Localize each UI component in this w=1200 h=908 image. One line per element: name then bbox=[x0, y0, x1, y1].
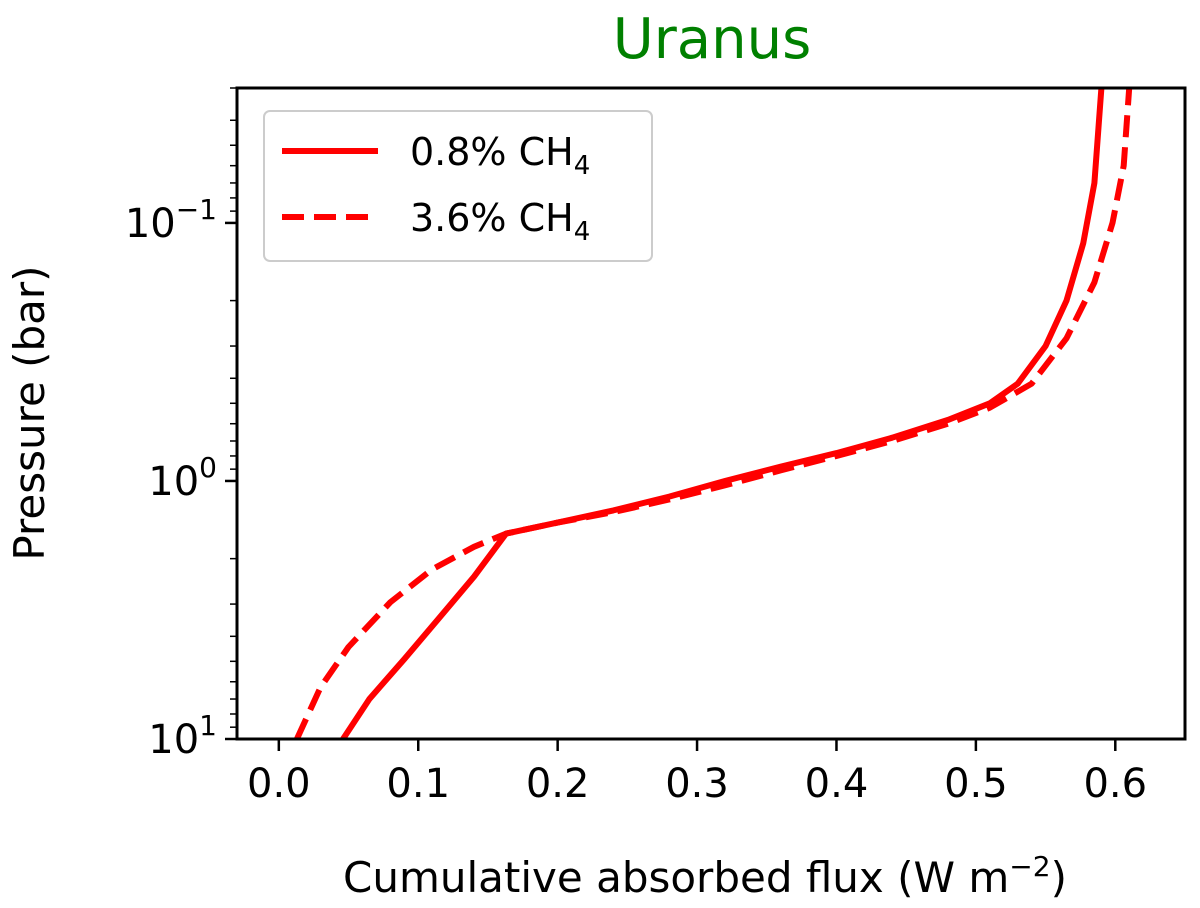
x-tick-label: 0.3 bbox=[665, 761, 729, 807]
y-tick-label: 10−1 bbox=[125, 193, 217, 247]
x-axis-label: Cumulative absorbed flux (W m−2) bbox=[343, 850, 1067, 902]
x-tick-label: 0.2 bbox=[526, 761, 590, 807]
x-tick-label: 0.4 bbox=[805, 761, 869, 807]
series-line-1 bbox=[294, 88, 1133, 739]
legend-label-1-main: 3.6% CH bbox=[410, 196, 574, 240]
y-tick-label: 100 bbox=[148, 451, 217, 505]
x-tick-label: 0.1 bbox=[386, 761, 450, 807]
x-tick-label: 0.5 bbox=[944, 761, 1008, 807]
y-axis-label: Pressure (bar) bbox=[5, 265, 54, 560]
x-axis: 0.0 0.1 0.2 0.3 0.4 0.5 0.6 bbox=[247, 739, 1147, 807]
x-axis-label-sup: −2 bbox=[1009, 850, 1050, 883]
y-tick-label: 101 bbox=[148, 709, 217, 763]
chart-title: Uranus bbox=[613, 7, 812, 72]
x-axis-label-main: Cumulative absorbed flux (W m bbox=[343, 853, 1009, 902]
legend-label-1-sub: 4 bbox=[574, 217, 591, 247]
legend-label-1: 3.6% CH4 bbox=[410, 196, 590, 247]
x-axis-label-end: ) bbox=[1051, 853, 1067, 902]
series-line-0 bbox=[340, 88, 1105, 739]
x-tick-label: 0.0 bbox=[247, 761, 311, 807]
legend-label-0: 0.8% CH4 bbox=[410, 130, 590, 181]
legend: 0.8% CH4 3.6% CH4 bbox=[263, 110, 653, 262]
legend-label-0-sub: 4 bbox=[574, 151, 591, 181]
x-tick-label: 0.6 bbox=[1083, 761, 1147, 807]
y-axis: 10−1 100 101 bbox=[125, 87, 237, 763]
plot-frame bbox=[235, 86, 1187, 741]
legend-label-0-main: 0.8% CH bbox=[410, 130, 574, 174]
plot-area bbox=[294, 88, 1133, 739]
